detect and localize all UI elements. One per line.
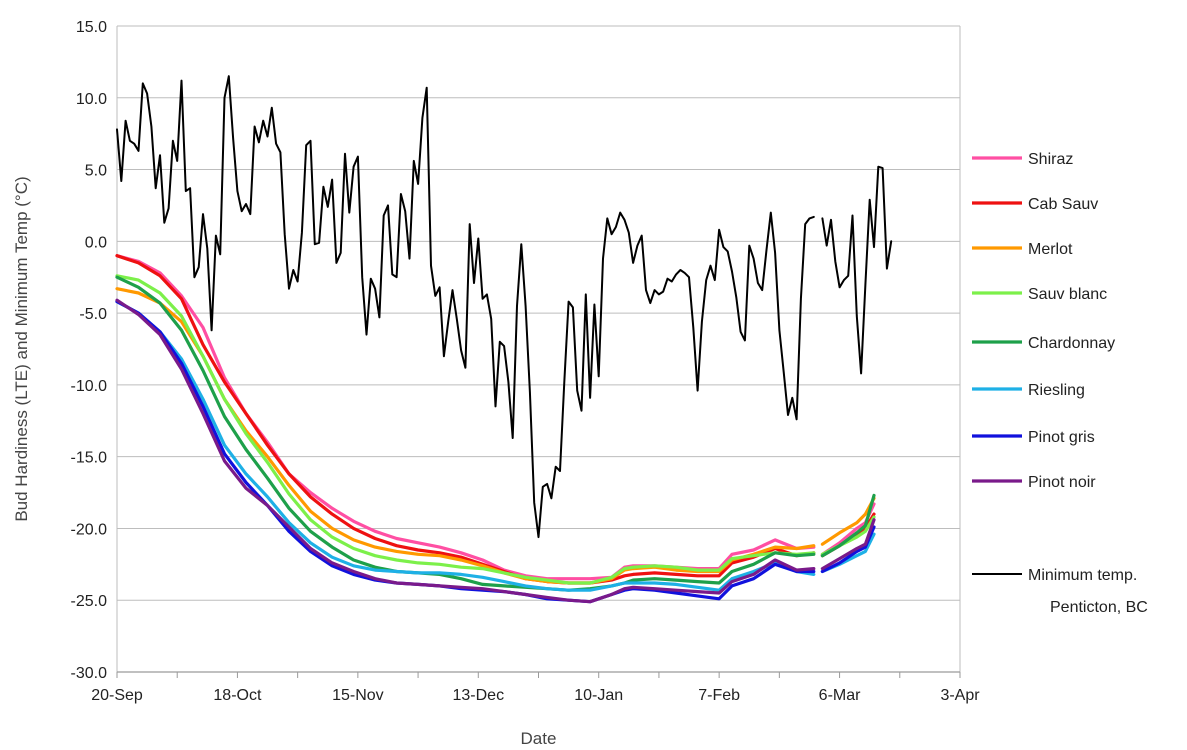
legend-label: Sauv blanc: [1028, 286, 1107, 303]
legend-item: Cab Sauv: [972, 196, 1098, 213]
legend-item: Pinot gris: [972, 429, 1095, 446]
gridlines: [117, 25, 960, 673]
legend-item: Shiraz: [972, 151, 1073, 168]
legend-item: Sauv blanc: [972, 286, 1107, 303]
series-line-minimum-temp-penticton-bc: [116, 75, 893, 539]
x-tick-label: 6-Mar: [819, 687, 861, 704]
x-axis-title: Date: [521, 729, 557, 748]
y-tick-label: -10.0: [71, 378, 108, 395]
series-line-cab-sauv: [115, 254, 876, 585]
x-tick-label: 15-Nov: [332, 687, 384, 704]
y-tick-label: -25.0: [71, 593, 108, 610]
series-line-sauv-blanc: [115, 274, 876, 585]
legend-label: Pinot noir: [1028, 474, 1096, 491]
legend-item: Riesling: [972, 382, 1085, 399]
y-tick-label: -30.0: [71, 665, 108, 682]
series-line-merlot: [115, 287, 876, 585]
x-tick-label: 20-Sep: [91, 687, 143, 704]
x-tick-label: 3-Apr: [940, 687, 980, 704]
legend-label: Minimum temp.: [1028, 567, 1137, 584]
legend-item: Pinot noir: [972, 474, 1096, 491]
y-tick-label: -15.0: [71, 450, 108, 467]
legend-item: Minimum temp. Penticton, BC: [972, 567, 1148, 616]
legend-label: Penticton, BC: [1050, 599, 1148, 616]
x-tick-label: 13-Dec: [452, 687, 504, 704]
y-axis-title: Bud Hardiness (LTE) and Minimum Temp (°C…: [12, 176, 31, 521]
x-tick-labels: 20-Sep 18-Oct 15-Nov 13-Dec 10-Jan 7-Feb 6-Mar…: [91, 687, 980, 704]
legend-label: Shiraz: [1028, 151, 1073, 168]
legend-label: Merlot: [1028, 241, 1073, 258]
y-tick-label: -20.0: [71, 521, 108, 538]
series-line-shiraz: [115, 254, 876, 581]
x-tick-label: 10-Jan: [574, 687, 623, 704]
y-tick-label: 10.0: [76, 91, 107, 108]
legend-item: Chardonnay: [972, 335, 1115, 352]
y-tick-labels: 15.0 10.0 5.0 0.0 -5.0 -10.0 -15.0 -20.0 -25.0 -3…: [71, 19, 108, 682]
legend-label: Riesling: [1028, 382, 1085, 399]
y-tick-label: -5.0: [79, 306, 107, 323]
series-line-pinot-noir: [115, 298, 876, 604]
series-line-chardonnay: [115, 275, 876, 592]
x-tick-label: 18-Oct: [213, 687, 262, 704]
y-tick-label: 15.0: [76, 19, 107, 36]
x-tick-label: 7-Feb: [698, 687, 740, 704]
legend: Shiraz Cab Sauv Merlot Sauv blanc Chardonnay…: [972, 151, 1148, 616]
legend-label: Cab Sauv: [1028, 196, 1098, 213]
y-tick-label: 5.0: [85, 163, 107, 180]
legend-item: Merlot: [972, 241, 1073, 258]
legend-label: Pinot gris: [1028, 429, 1095, 446]
y-tick-label: 0.0: [85, 234, 107, 251]
legend-label: Chardonnay: [1028, 335, 1115, 352]
series-lines: [115, 75, 893, 604]
